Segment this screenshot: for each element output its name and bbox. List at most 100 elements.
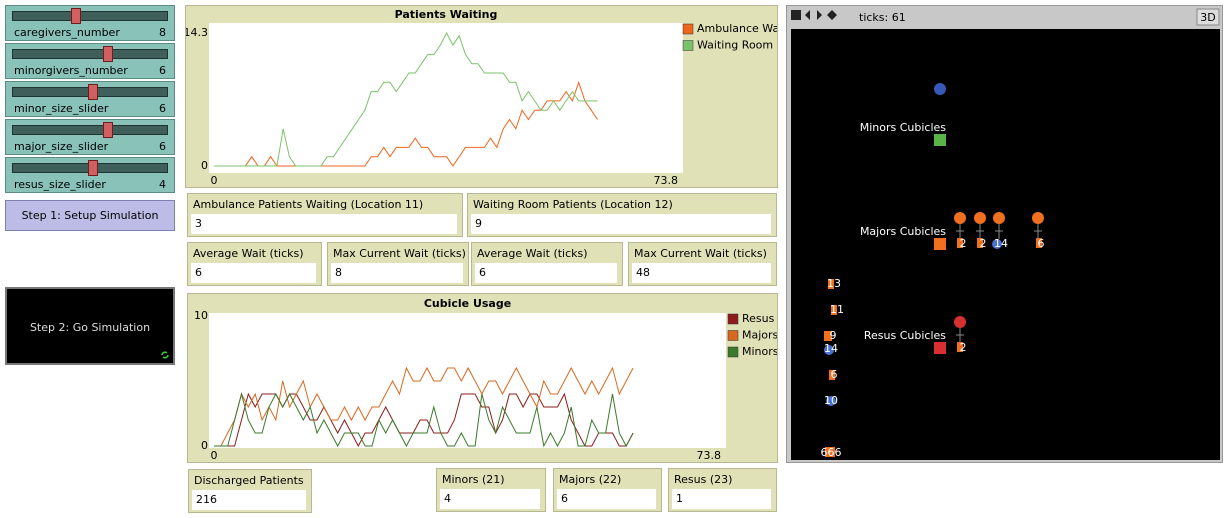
slider[interactable]: major_size_slider 6 <box>5 119 175 155</box>
monitor-label: Waiting Room Patients (Location 12) <box>473 198 673 211</box>
slider[interactable]: minorgivers_number 6 <box>5 43 175 79</box>
legend-swatch <box>682 40 694 51</box>
agent-label: 14 <box>824 342 838 355</box>
monitor-label: Ambulance Patients Waiting (Location 11) <box>193 198 424 211</box>
patients <box>824 239 1002 406</box>
legend-label: Majors <box>742 329 778 342</box>
plot-area <box>209 313 726 448</box>
world <box>791 29 1220 460</box>
go-button[interactable]: Step 2: Go Simulation <box>5 287 175 365</box>
monitor: Average Wait (ticks) 6 <box>471 242 623 286</box>
series-line <box>214 31 598 167</box>
world-label: Minors Cubicles <box>860 121 947 134</box>
monitor-value: 216 <box>192 490 306 510</box>
monitor-value: 6 <box>475 263 617 283</box>
agent-label: 6 <box>831 368 838 381</box>
monitor-value: 1 <box>672 489 771 509</box>
agent-label: 2 <box>960 237 967 250</box>
caregivers <box>954 212 1044 224</box>
monitor-label: Max Current Wait (ticks) <box>333 247 466 260</box>
agent-label: 2 <box>980 237 987 250</box>
setup-button[interactable]: Step 1: Setup Simulation <box>5 200 175 231</box>
slider-value: 6 <box>159 140 166 153</box>
monitor: Resus (23) 1 <box>668 468 777 512</box>
monitor: Ambulance Patients Waiting (Location 11)… <box>187 193 463 237</box>
x-tick-label: 0 <box>211 449 218 462</box>
agent-label: 10 <box>824 394 838 407</box>
patch <box>934 134 946 146</box>
agent <box>934 83 946 95</box>
caregiver <box>954 316 966 328</box>
monitor: Discharged Patients 216 <box>188 469 312 513</box>
series-line <box>214 80 598 167</box>
slider[interactable]: resus_size_slider 4 <box>5 157 175 193</box>
legend-label: Resus <box>742 312 775 325</box>
3d-button[interactable] <box>1196 8 1220 26</box>
plot: Cubicle Usage 0 10 0 73.8 Resus Majors Minors <box>187 293 778 463</box>
monitor-value: 48 <box>632 263 771 283</box>
monitor-value: 9 <box>471 214 771 234</box>
agent-label: 9 <box>830 329 837 342</box>
slider[interactable]: caregivers_number 8 <box>5 5 175 41</box>
monitor: Waiting Room Patients (Location 12) 9 <box>467 193 777 237</box>
monitor-label: Minors (21) <box>442 473 505 486</box>
world-label: Resus Cubicles <box>864 329 946 342</box>
y-tick-label: 10 <box>194 309 208 322</box>
zoom-icon[interactable] <box>791 10 801 20</box>
plot-title: Cubicle Usage <box>424 297 511 310</box>
monitor-value: 3 <box>191 214 457 234</box>
legend-swatch <box>682 23 694 35</box>
monitor-label: Majors (22) <box>559 473 622 486</box>
series-line <box>214 392 634 448</box>
stick-figures <box>956 224 1042 343</box>
patch <box>934 342 946 354</box>
monitor-value: 6 <box>557 489 656 509</box>
patients <box>824 238 1042 457</box>
monitor-label: Max Current Wait (ticks) <box>634 247 767 260</box>
patch <box>934 238 946 250</box>
3d-label: 3D <box>1200 11 1215 24</box>
monitor-value: 6 <box>191 263 316 283</box>
button-label: Step 2: Go Simulation <box>29 321 151 334</box>
slider-name: minor_size_slider <box>14 102 109 115</box>
legend-label: Ambulance Wait <box>697 22 778 35</box>
slider[interactable]: minor_size_slider 6 <box>5 81 175 117</box>
slider-value: 6 <box>159 102 166 115</box>
monitor-label: Average Wait (ticks) <box>193 247 304 260</box>
slider-name: resus_size_slider <box>14 178 106 191</box>
monitor: Minors (21) 4 <box>436 468 546 512</box>
slider-value: 8 <box>159 26 166 39</box>
legend-label: Minors <box>742 345 778 358</box>
world-label: Majors Cubicles <box>860 225 946 238</box>
monitor-value: 4 <box>440 489 540 509</box>
legend-swatch <box>727 346 739 358</box>
x-tick-label: 73.8 <box>654 174 679 187</box>
y-tick-label: 0 <box>201 439 208 452</box>
monitor: Average Wait (ticks) 6 <box>187 242 322 286</box>
world-view: ticks: 61 3D Minors Cubicles Majors Cubi… <box>786 5 1223 463</box>
monitor: Max Current Wait (ticks) 48 <box>628 242 777 286</box>
legend-swatch <box>727 330 739 341</box>
y-tick-label: 0 <box>201 159 208 172</box>
plot-title: Patients Waiting <box>395 8 498 21</box>
forever-icon <box>161 351 169 359</box>
monitor-label: Average Wait (ticks) <box>477 247 588 260</box>
agent-label: 13 <box>827 277 841 290</box>
monitor: Max Current Wait (ticks) 8 <box>327 242 469 286</box>
speed-icons[interactable] <box>805 10 837 20</box>
agent-label: 11 <box>830 303 844 316</box>
agent-label: 6 <box>1038 237 1045 250</box>
x-tick-label: 0 <box>211 174 218 187</box>
legend-swatch <box>727 313 739 325</box>
slider-name: caregivers_number <box>14 26 120 39</box>
slider-value: 6 <box>159 64 166 77</box>
monitor-label: Discharged Patients <box>194 474 304 487</box>
legend-label: Waiting Room <box>697 39 773 52</box>
monitor-value: 8 <box>331 263 463 283</box>
y-tick-label: 14.3 <box>185 26 208 39</box>
monitor-label: Resus (23) <box>674 473 733 486</box>
series-line <box>214 366 634 447</box>
agent-label: 2 <box>960 341 967 354</box>
slider-value: 4 <box>159 178 166 191</box>
